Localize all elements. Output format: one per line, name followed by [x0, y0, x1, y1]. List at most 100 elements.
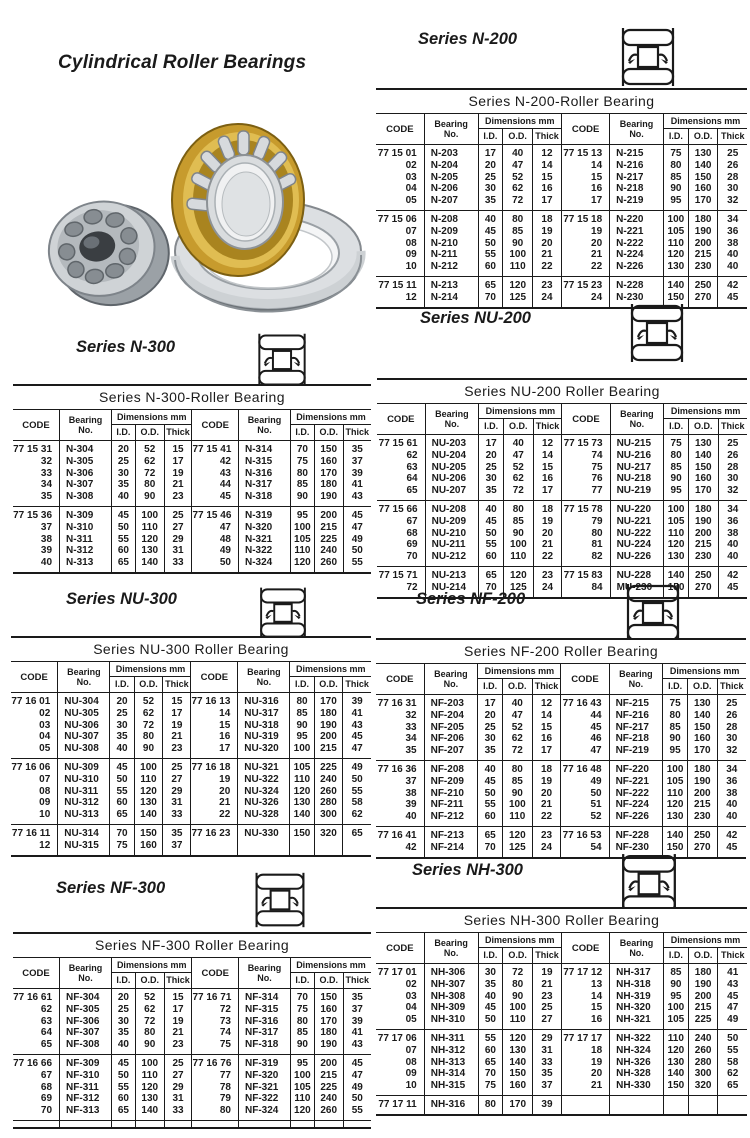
- cell-bearing: NH-309: [423, 1002, 478, 1015]
- cell-thick: 27: [163, 521, 192, 534]
- cell-thick: 12: [531, 694, 561, 710]
- cell-thick: 55: [342, 1105, 371, 1121]
- cell-id: 140: [662, 825, 688, 842]
- cell-thick: 19: [532, 225, 562, 238]
- col-header-code: CODE: [560, 663, 610, 695]
- nu200-table-block: Series NU-200 Roller Bearing CODE Bearin…: [377, 378, 747, 599]
- cell-thick: 29: [163, 533, 192, 546]
- cell-od: 160: [687, 183, 718, 196]
- cell-bearing: NF-212: [423, 811, 478, 827]
- cell-code: 84: [561, 581, 611, 598]
- cell-thick: 33: [163, 557, 192, 573]
- cell-bearing: N-309: [59, 505, 112, 522]
- table-title: Series NU-300 Roller Bearing: [11, 637, 371, 662]
- cell-thick: 34: [717, 209, 747, 226]
- cell-od: 160: [133, 839, 163, 856]
- table-row: 70 NF-313 65 140 33 80 NF-324 120 260 55: [13, 1105, 371, 1121]
- cell-thick: 45: [342, 731, 371, 744]
- cell-bearing: NF-215: [608, 694, 663, 710]
- cell-id: 40: [477, 209, 503, 226]
- cell-thick: 36: [717, 225, 747, 238]
- cell-thick: 45: [717, 581, 747, 598]
- cell-bearing: NF-214: [423, 841, 478, 858]
- bearing-cross-section-icon: [258, 333, 306, 387]
- cell-code: 16: [560, 183, 610, 196]
- cell-thick: 25: [162, 757, 191, 774]
- cell-id: 45: [477, 225, 503, 238]
- cell-thick: 32: [716, 745, 746, 761]
- cell-id: 65: [109, 809, 135, 825]
- cell-bearing: N-210: [423, 237, 478, 250]
- cell-od: 150: [313, 440, 344, 456]
- cell-id: 55: [477, 1028, 503, 1045]
- cell-code: 77 15 06: [376, 209, 425, 226]
- table-row: 08 NH-313 65 140 33 19 NH-326 130 280 58: [376, 1056, 747, 1069]
- cell-bearing: NF-307: [59, 1027, 112, 1040]
- cell-bearing: N-319: [238, 505, 291, 522]
- cell-od: 200: [687, 527, 719, 540]
- cell-bearing: NU-308: [57, 743, 110, 759]
- cell-thick: 49: [717, 1014, 747, 1030]
- cell-id: 30: [110, 467, 136, 480]
- cell-id: 60: [478, 551, 504, 567]
- cell-od: 230: [687, 261, 718, 277]
- cell-code: 77 17 06: [376, 1028, 425, 1045]
- cell-od: 215: [686, 799, 718, 812]
- cell-thick: 21: [163, 1027, 192, 1040]
- cell-code: 32: [40, 455, 53, 467]
- cell-id: 110: [662, 1028, 689, 1045]
- cell-od: 120: [134, 533, 165, 546]
- table-row: 12 NU-315 75 160 37: [11, 839, 371, 856]
- cell-bearing: NU-315: [57, 839, 110, 856]
- cell-code: 15: [190, 719, 238, 732]
- cell-thick: 16: [532, 473, 562, 486]
- table-row: 65 NF-308 40 90 23 75 NF-318 90 190 43: [13, 1039, 371, 1055]
- cell-od: 130: [502, 1044, 533, 1057]
- cell-bearing: NU-320: [237, 743, 290, 759]
- cell-code: 18: [560, 1044, 610, 1057]
- cell-thick: 37: [342, 455, 371, 468]
- cell-od: 150: [502, 1068, 533, 1081]
- cell-od: 190: [687, 978, 718, 991]
- cell-od: 125: [502, 841, 533, 858]
- cell-code: 34: [40, 479, 53, 491]
- cell-thick: 43: [342, 1039, 371, 1055]
- cell-id: 85: [289, 479, 315, 492]
- cell-od: 130: [687, 144, 718, 160]
- table-row: 08 NU-311 55 120 29 20 NU-324 120 260 55: [11, 785, 371, 798]
- cell-bearing: NU-316: [237, 692, 290, 708]
- cell-thick: 20: [531, 787, 561, 800]
- cell-code: 40: [405, 811, 417, 823]
- table-row: 34 NF-206 30 62 16 46 NF-218 90 160 30: [376, 733, 746, 746]
- col-header-id: I.D.: [477, 947, 503, 964]
- cell-thick: 41: [342, 707, 371, 720]
- cell-code: 45: [191, 491, 239, 507]
- series-nh300-heading: Series NH-300: [412, 861, 523, 879]
- table-row: 09 N-211 55 100 21 21 N-224 120 215 40: [376, 249, 747, 262]
- cell-code: 68: [40, 1081, 53, 1093]
- cell-code: 64: [406, 473, 418, 485]
- cell-code: [191, 1120, 239, 1128]
- cell-thick: 29: [162, 785, 191, 798]
- cell-code: 77 15 71: [377, 565, 426, 582]
- cell-id: 20: [477, 709, 503, 722]
- cell-bearing: NF-207: [423, 745, 478, 761]
- cell-id: 120: [289, 1105, 315, 1121]
- cell-code: 08: [405, 1056, 417, 1068]
- cell-thick: 45: [717, 990, 747, 1003]
- cell-od: 300: [313, 809, 343, 825]
- col-header-id: I.D.: [109, 676, 135, 693]
- cell-code: 19: [190, 773, 238, 786]
- col-header-id: I.D.: [662, 678, 688, 695]
- col-header-code: CODE: [376, 663, 425, 695]
- cell-code: 08: [405, 237, 417, 249]
- cell-code: 10: [39, 809, 51, 821]
- table-row: 04 N-206 30 62 16 16 N-218 90 160 30: [376, 183, 747, 196]
- cell-bearing: NF-224: [608, 799, 663, 812]
- cell-bearing: NF-309: [59, 1053, 112, 1070]
- col-header-thick: Thick: [716, 678, 746, 695]
- table-row: 77 16 11 NU-314 70 150 35 77 16 23 NU-330 150 32…: [11, 823, 371, 840]
- cell-id: 85: [663, 461, 689, 474]
- cell-code: 39: [40, 545, 53, 557]
- table-row: 02 N-204 20 47 14 14 N-216 80 140 26: [376, 159, 747, 172]
